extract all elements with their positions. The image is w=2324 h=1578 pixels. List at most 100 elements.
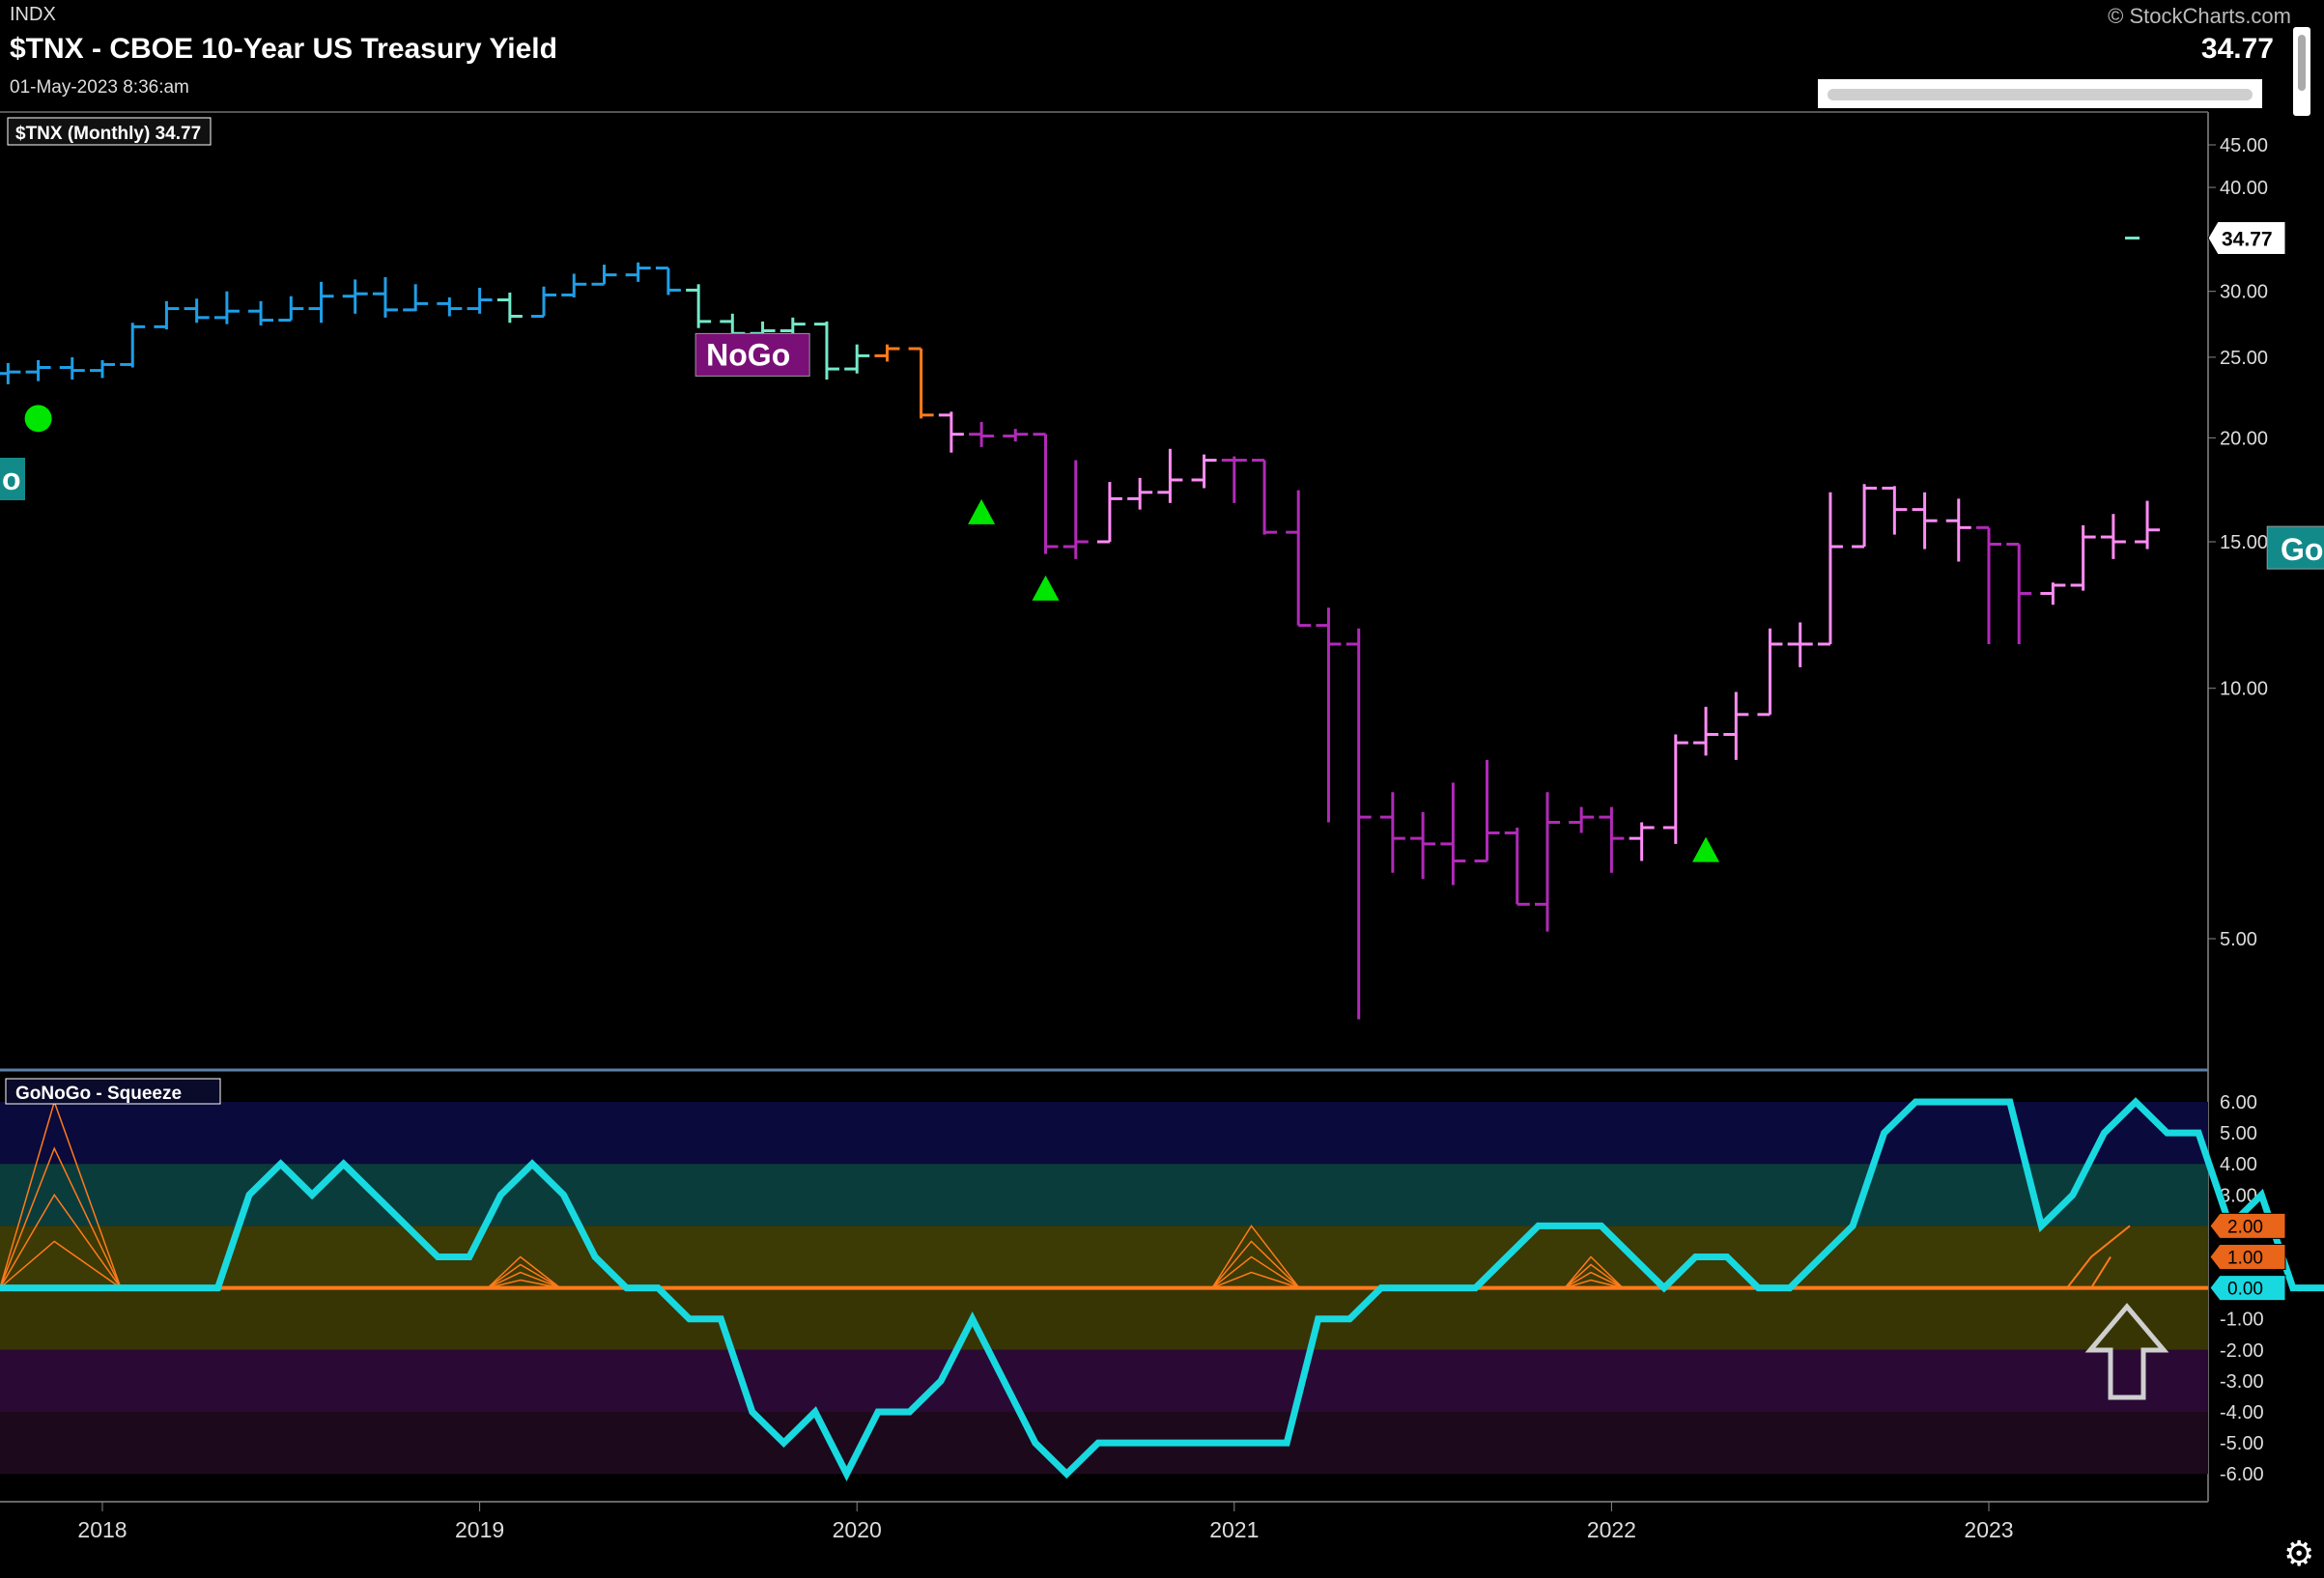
ladder-line xyxy=(1564,1263,1624,1289)
ohlc-bar xyxy=(908,347,934,419)
ohlc-bar xyxy=(1629,822,1655,861)
ladder-line xyxy=(487,1279,561,1289)
ohlc-bar xyxy=(1852,484,1878,549)
ladder-line xyxy=(0,1240,122,1289)
osc-y-tick-label: 4.00 xyxy=(2220,1154,2257,1175)
ohlc-bar xyxy=(1003,429,1029,442)
ohlc-bar xyxy=(1912,492,1938,549)
ohlc-bar xyxy=(1127,477,1153,510)
osc-band-3 xyxy=(0,1287,2208,1350)
ohlc-bar xyxy=(1723,691,1749,760)
osc-band-4 xyxy=(0,1349,2208,1412)
osc-y-tick-label: 6.00 xyxy=(2220,1092,2257,1113)
ohlc-bar xyxy=(1976,525,2001,644)
osc-value-tag-box xyxy=(2209,1212,2286,1239)
ohlc-bar xyxy=(1379,792,1405,873)
osc-value-tag: 2.00 xyxy=(2227,1217,2263,1237)
ohlc-bar xyxy=(938,411,964,453)
ohlc-bar xyxy=(686,284,712,328)
osc-value-tag-box xyxy=(2209,1275,2286,1302)
squeeze-ladder-current xyxy=(2066,1225,2131,1289)
ohlc-bar xyxy=(437,296,463,317)
price-legend-box xyxy=(7,117,212,146)
ladder-line xyxy=(1211,1225,1300,1289)
osc-legend: GoNoGo - Squeeze xyxy=(15,1084,182,1104)
price-y-tick-label: 20.00 xyxy=(2220,428,2268,449)
price-y-tick-label: 15.00 xyxy=(2220,532,2268,553)
ohlc-bar xyxy=(59,356,85,380)
ladder-line xyxy=(1564,1279,1624,1289)
vertical-scrollbar-thumb[interactable] xyxy=(2298,35,2306,91)
ohlc-bar xyxy=(120,323,146,368)
ohlc-bar xyxy=(278,296,304,323)
up-triangle-signal xyxy=(968,498,996,524)
vertical-scrollbar[interactable] xyxy=(2293,27,2310,116)
osc-band-2 xyxy=(0,1226,2208,1288)
ladder-line xyxy=(1211,1240,1300,1289)
up-triangle-signal xyxy=(1692,836,1720,862)
ohlc-bar xyxy=(496,292,523,324)
go-marker-box xyxy=(2266,525,2324,570)
osc-value-tag-box xyxy=(2209,1244,2286,1270)
ohlc-bar xyxy=(1286,490,1312,628)
ohlc-bar xyxy=(1693,706,1719,756)
ohlc-bar xyxy=(531,286,557,318)
squeeze-ladder xyxy=(1564,1255,1624,1289)
ohlc-bar xyxy=(213,291,240,324)
ladder-line xyxy=(1564,1271,1624,1289)
ohlc-bar xyxy=(90,359,115,379)
ohlc-bar xyxy=(2070,524,2096,591)
ohlc-bar xyxy=(655,267,681,296)
osc-y-tick-label: 3.00 xyxy=(2220,1185,2257,1206)
ohlc-bar xyxy=(248,300,274,325)
ohlc-bar xyxy=(561,273,587,297)
ohlc-bar xyxy=(844,344,870,374)
price-y-tick-label: 10.00 xyxy=(2220,679,2268,700)
ohlc-bar xyxy=(1221,456,1247,503)
chart-datetime: 01-May-2023 8:36:am xyxy=(10,77,189,98)
up-arrow-annotation xyxy=(2084,1303,2169,1400)
scrollbar-thumb[interactable] xyxy=(1828,89,2253,100)
osc-y-tick-label: -2.00 xyxy=(2220,1340,2264,1362)
osc-value-tag: 0.00 xyxy=(2227,1280,2263,1300)
ohlc-bar xyxy=(25,359,51,381)
x-tick-label: 2021 xyxy=(1209,1517,1259,1542)
ohlc-bar xyxy=(1662,734,1688,844)
price-y-tick-label: 25.00 xyxy=(2220,348,2268,369)
last-value: 34.77 xyxy=(2200,33,2274,65)
ohlc-bar xyxy=(2100,514,2126,559)
ohlc-bar xyxy=(308,281,334,324)
settings-gear-icon[interactable]: ⚙ xyxy=(2283,1534,2315,1573)
ohlc-bar xyxy=(591,265,617,286)
ohlc-bar xyxy=(813,321,839,380)
nogo-marker-label: NoGo xyxy=(706,337,790,372)
x-tick-label: 2020 xyxy=(833,1517,882,1542)
partial-go-marker-box xyxy=(0,458,25,500)
ohlc-bar xyxy=(1569,806,1595,833)
nogo-marker-box xyxy=(694,332,810,377)
osc-y-tick-label: -5.00 xyxy=(2220,1433,2264,1454)
chart-title: $TNX - CBOE 10-Year US Treasury Yield xyxy=(10,33,557,65)
x-tick-label: 2023 xyxy=(1964,1517,2013,1542)
ohlc-bar xyxy=(1504,827,1530,906)
brand-label[interactable]: © StockCharts.com xyxy=(2108,4,2291,28)
ohlc-bar xyxy=(1410,811,1436,880)
ohlc-bar xyxy=(342,279,368,314)
ladder-line xyxy=(2066,1225,2131,1289)
ohlc-bar xyxy=(625,262,651,282)
osc-value-tag: 1.00 xyxy=(2227,1249,2263,1269)
go-dot-signal xyxy=(24,405,52,433)
ohlc-bar xyxy=(1191,454,1217,489)
go-marker-label: Go xyxy=(2281,532,2323,567)
ohlc-bar xyxy=(1096,482,1122,544)
ohlc-bar xyxy=(1882,486,1908,535)
price-y-tick-label: 5.00 xyxy=(2220,929,2257,950)
ohlc-bar xyxy=(0,362,21,384)
ohlc-bar xyxy=(1817,492,1843,646)
horizontal-scrollbar[interactable] xyxy=(1818,79,2262,108)
ohlc-bar xyxy=(1252,459,1278,535)
ladder-line xyxy=(1211,1271,1300,1289)
ladder-line xyxy=(1211,1255,1300,1289)
ohlc-bar xyxy=(467,287,493,314)
ohlc-bar xyxy=(2040,582,2066,606)
